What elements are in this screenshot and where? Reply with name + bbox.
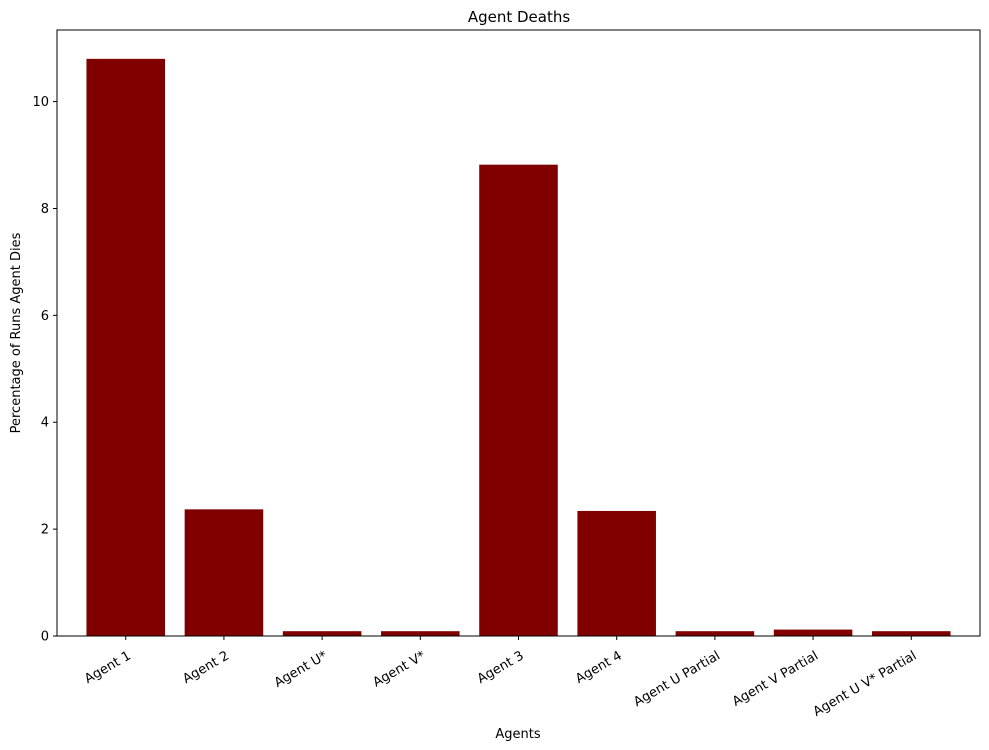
x-axis-label: Agents: [495, 727, 540, 742]
bar-8: [773, 629, 853, 636]
y-tick-label-0: 0: [41, 630, 49, 645]
y-tick-label-1: 2: [41, 523, 49, 538]
x-tick-label-3: Agent V*: [371, 648, 429, 690]
bar-5: [479, 164, 558, 637]
bar-1: [86, 58, 166, 637]
x-tick-label-5: Agent 4: [573, 648, 625, 686]
bar-2: [184, 509, 264, 636]
bar-3: [282, 631, 362, 636]
y-tick-label-2: 4: [41, 416, 49, 431]
y-axis-label: Percentage of Runs Agent Dies: [9, 232, 24, 433]
bar-9: [871, 631, 951, 636]
x-tick-label-1: Agent 2: [180, 648, 232, 686]
y-axis-ticks: 0 2 4 6 8 10: [32, 95, 57, 645]
x-tick-label-4: Agent 3: [475, 648, 527, 686]
bar-4: [381, 631, 460, 636]
x-tick-label-6: Agent U Partial: [631, 648, 723, 710]
bar-6: [577, 510, 656, 636]
x-tick-label-7: Agent V Partial: [730, 648, 821, 709]
bar-7: [675, 631, 755, 636]
y-tick-label-3: 6: [41, 309, 49, 324]
x-tick-label-2: Agent U*: [272, 648, 331, 691]
x-axis-ticks: Agent 1 Agent 2 Agent U* Agent V* Agent 3 Age…: [82, 636, 919, 720]
x-tick-label-0: Agent 1: [82, 648, 134, 686]
x-tick-label-8: Agent U V* Partial: [811, 648, 920, 719]
y-tick-label-4: 8: [41, 202, 49, 217]
chart-title: Agent Deaths: [468, 8, 571, 26]
bars-group: [86, 58, 951, 637]
y-tick-label-5: 10: [32, 95, 49, 110]
